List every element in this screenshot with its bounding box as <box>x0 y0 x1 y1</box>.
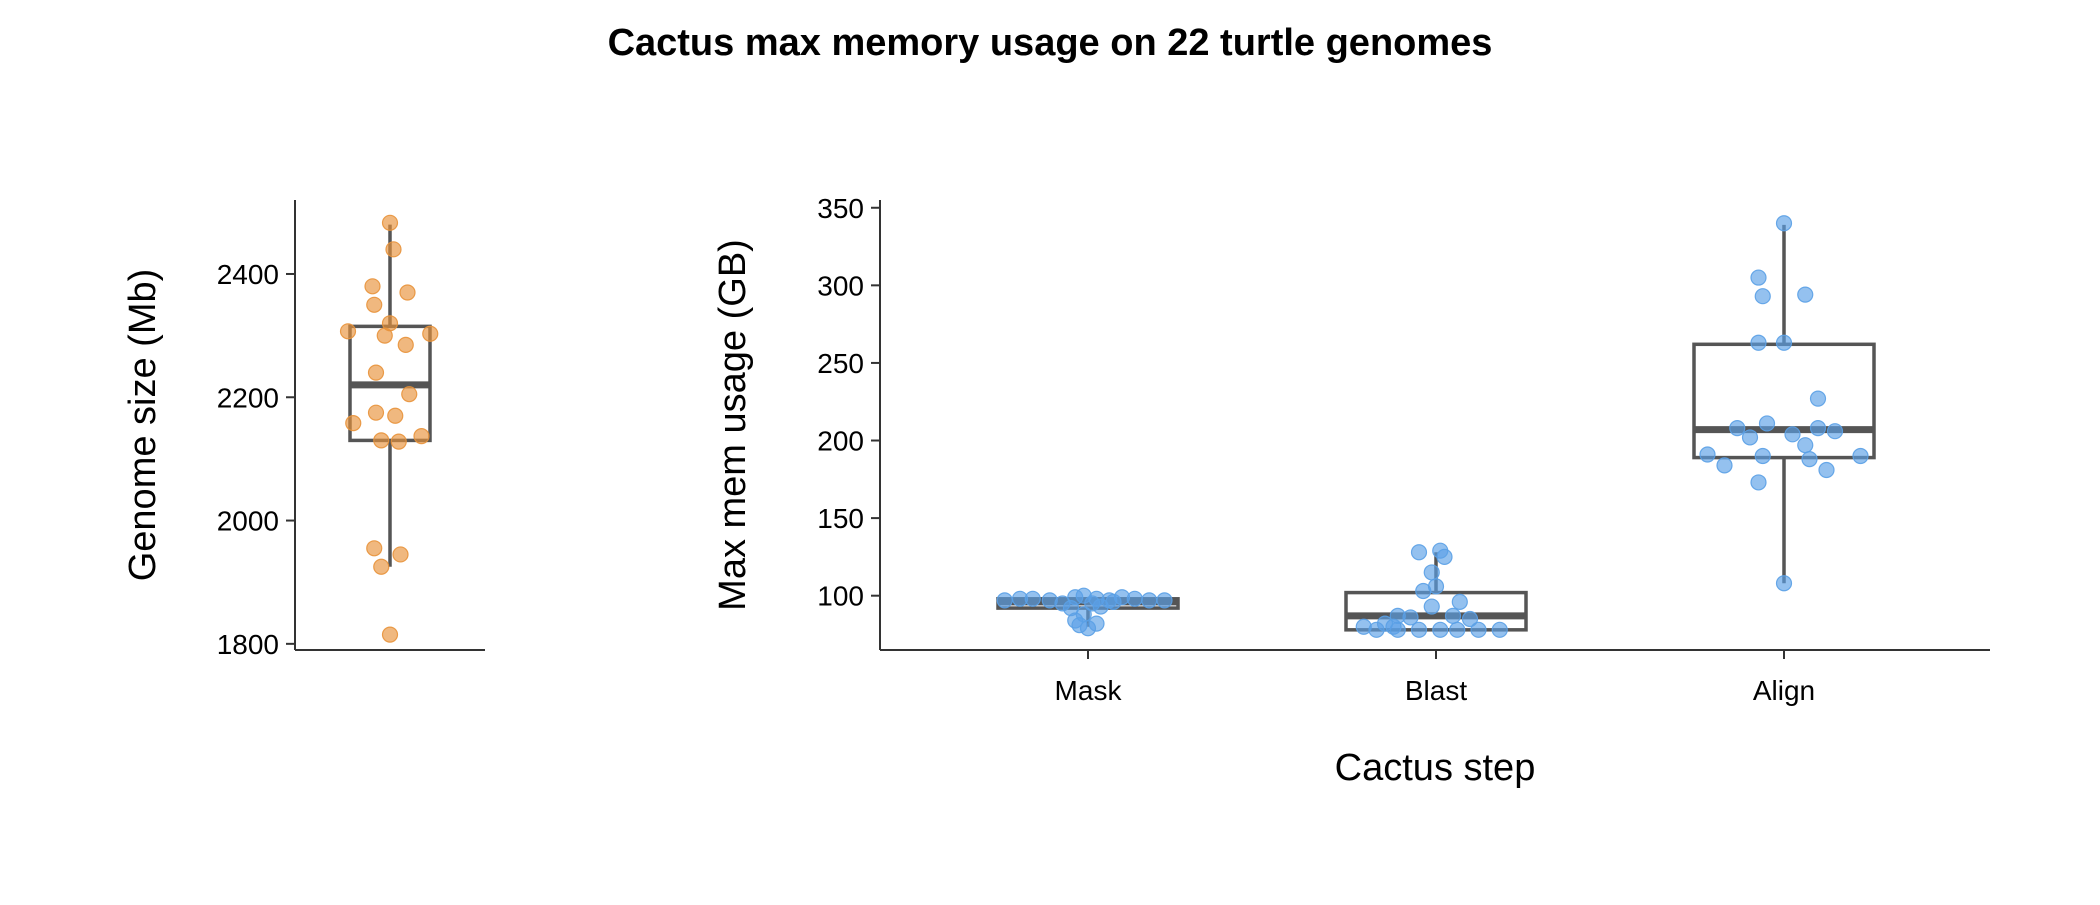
y-tick-label: 150 <box>817 503 864 534</box>
data-point <box>1741 429 1759 446</box>
data-point <box>1461 610 1479 628</box>
x-tick-label: Align <box>1753 675 1815 706</box>
box-group-blast <box>1344 542 1528 638</box>
data-point <box>1750 269 1767 286</box>
data-point <box>1410 544 1428 561</box>
data-point <box>381 214 399 231</box>
y-tick-label: 200 <box>817 426 864 457</box>
data-point <box>1750 334 1767 351</box>
data-point <box>1750 474 1767 491</box>
data-point <box>1809 420 1827 437</box>
y-tick-label: 300 <box>817 270 864 301</box>
data-point <box>1126 590 1143 607</box>
data-point <box>364 278 381 295</box>
data-point <box>397 336 414 353</box>
data-point <box>1402 609 1419 626</box>
data-point <box>1079 620 1097 637</box>
data-point <box>1797 437 1814 454</box>
x-axis-title: Cactus step <box>1335 747 1536 789</box>
data-point <box>1084 595 1101 612</box>
box-iqr <box>1692 342 1876 460</box>
data-point <box>1758 415 1776 432</box>
box-group-align <box>1692 215 1876 592</box>
data-point <box>1826 423 1844 440</box>
data-point <box>1809 390 1827 407</box>
data-point <box>1775 215 1793 232</box>
data-point <box>366 296 383 313</box>
data-point <box>376 327 393 344</box>
x-tick-label: Blast <box>1405 675 1467 706</box>
data-point <box>1423 564 1440 581</box>
data-point <box>373 432 390 449</box>
data-point <box>1491 621 1508 638</box>
data-point <box>1775 334 1793 351</box>
data-point <box>367 404 385 421</box>
data-point <box>399 284 416 301</box>
data-point <box>1754 288 1771 305</box>
data-point <box>1427 578 1445 595</box>
data-point <box>413 427 430 445</box>
data-point <box>373 558 390 575</box>
data-point <box>339 323 357 340</box>
data-point <box>1797 286 1814 303</box>
y-tick-label: 250 <box>817 348 864 379</box>
data-point <box>401 386 418 403</box>
data-point <box>385 241 402 258</box>
data-point <box>996 592 1013 609</box>
data-point <box>1368 621 1385 638</box>
y-tick-label: 100 <box>817 581 864 612</box>
box-group-mask <box>996 587 1180 637</box>
data-point <box>1432 621 1449 638</box>
data-point <box>381 626 399 643</box>
data-point <box>367 364 385 381</box>
data-point <box>422 325 439 342</box>
data-point <box>1784 426 1801 443</box>
data-point <box>1436 548 1453 565</box>
data-point <box>1699 446 1716 463</box>
data-point <box>345 415 362 432</box>
data-point <box>387 407 404 424</box>
y-tick-label: 2200 <box>217 382 279 413</box>
data-point <box>390 433 407 450</box>
data-point <box>392 546 409 563</box>
data-point <box>1389 621 1406 638</box>
data-point <box>1024 590 1041 607</box>
data-point <box>1470 621 1487 638</box>
data-point <box>1775 575 1793 592</box>
genome-size-panel: 1800 2000 2200 2400 Genome size (Mb) <box>122 200 485 660</box>
data-point <box>1818 461 1835 479</box>
data-point <box>1156 592 1173 609</box>
y-tick-label: 350 <box>817 193 864 224</box>
y-axis-title: Genome size (Mb) <box>122 269 164 582</box>
memory-usage-panel: 100 150 200 250 300 350 Max mem usage (GB) Mask… <box>712 193 1990 789</box>
data-point <box>1423 598 1440 615</box>
data-point <box>1449 621 1466 638</box>
data-point <box>1801 451 1818 468</box>
y-tick-label: 1800 <box>217 629 279 660</box>
data-point <box>366 540 383 557</box>
data-point <box>1716 457 1733 474</box>
x-tick-label: Mask <box>1055 675 1123 706</box>
figure-title: Cactus max memory usage on 22 turtle gen… <box>607 22 1493 64</box>
y-axis-title: Max mem usage (GB) <box>712 239 754 611</box>
data-point <box>1105 593 1122 610</box>
y-tick-label: 2000 <box>217 506 279 537</box>
data-point <box>1729 420 1746 437</box>
y-tick-label: 2400 <box>217 259 279 290</box>
data-point <box>1754 447 1771 465</box>
box-group-genome-size <box>339 214 439 643</box>
data-point <box>1451 593 1468 610</box>
data-point <box>1852 447 1869 465</box>
data-point <box>1444 607 1462 624</box>
data-point <box>1141 592 1158 609</box>
data-point <box>1410 621 1428 638</box>
